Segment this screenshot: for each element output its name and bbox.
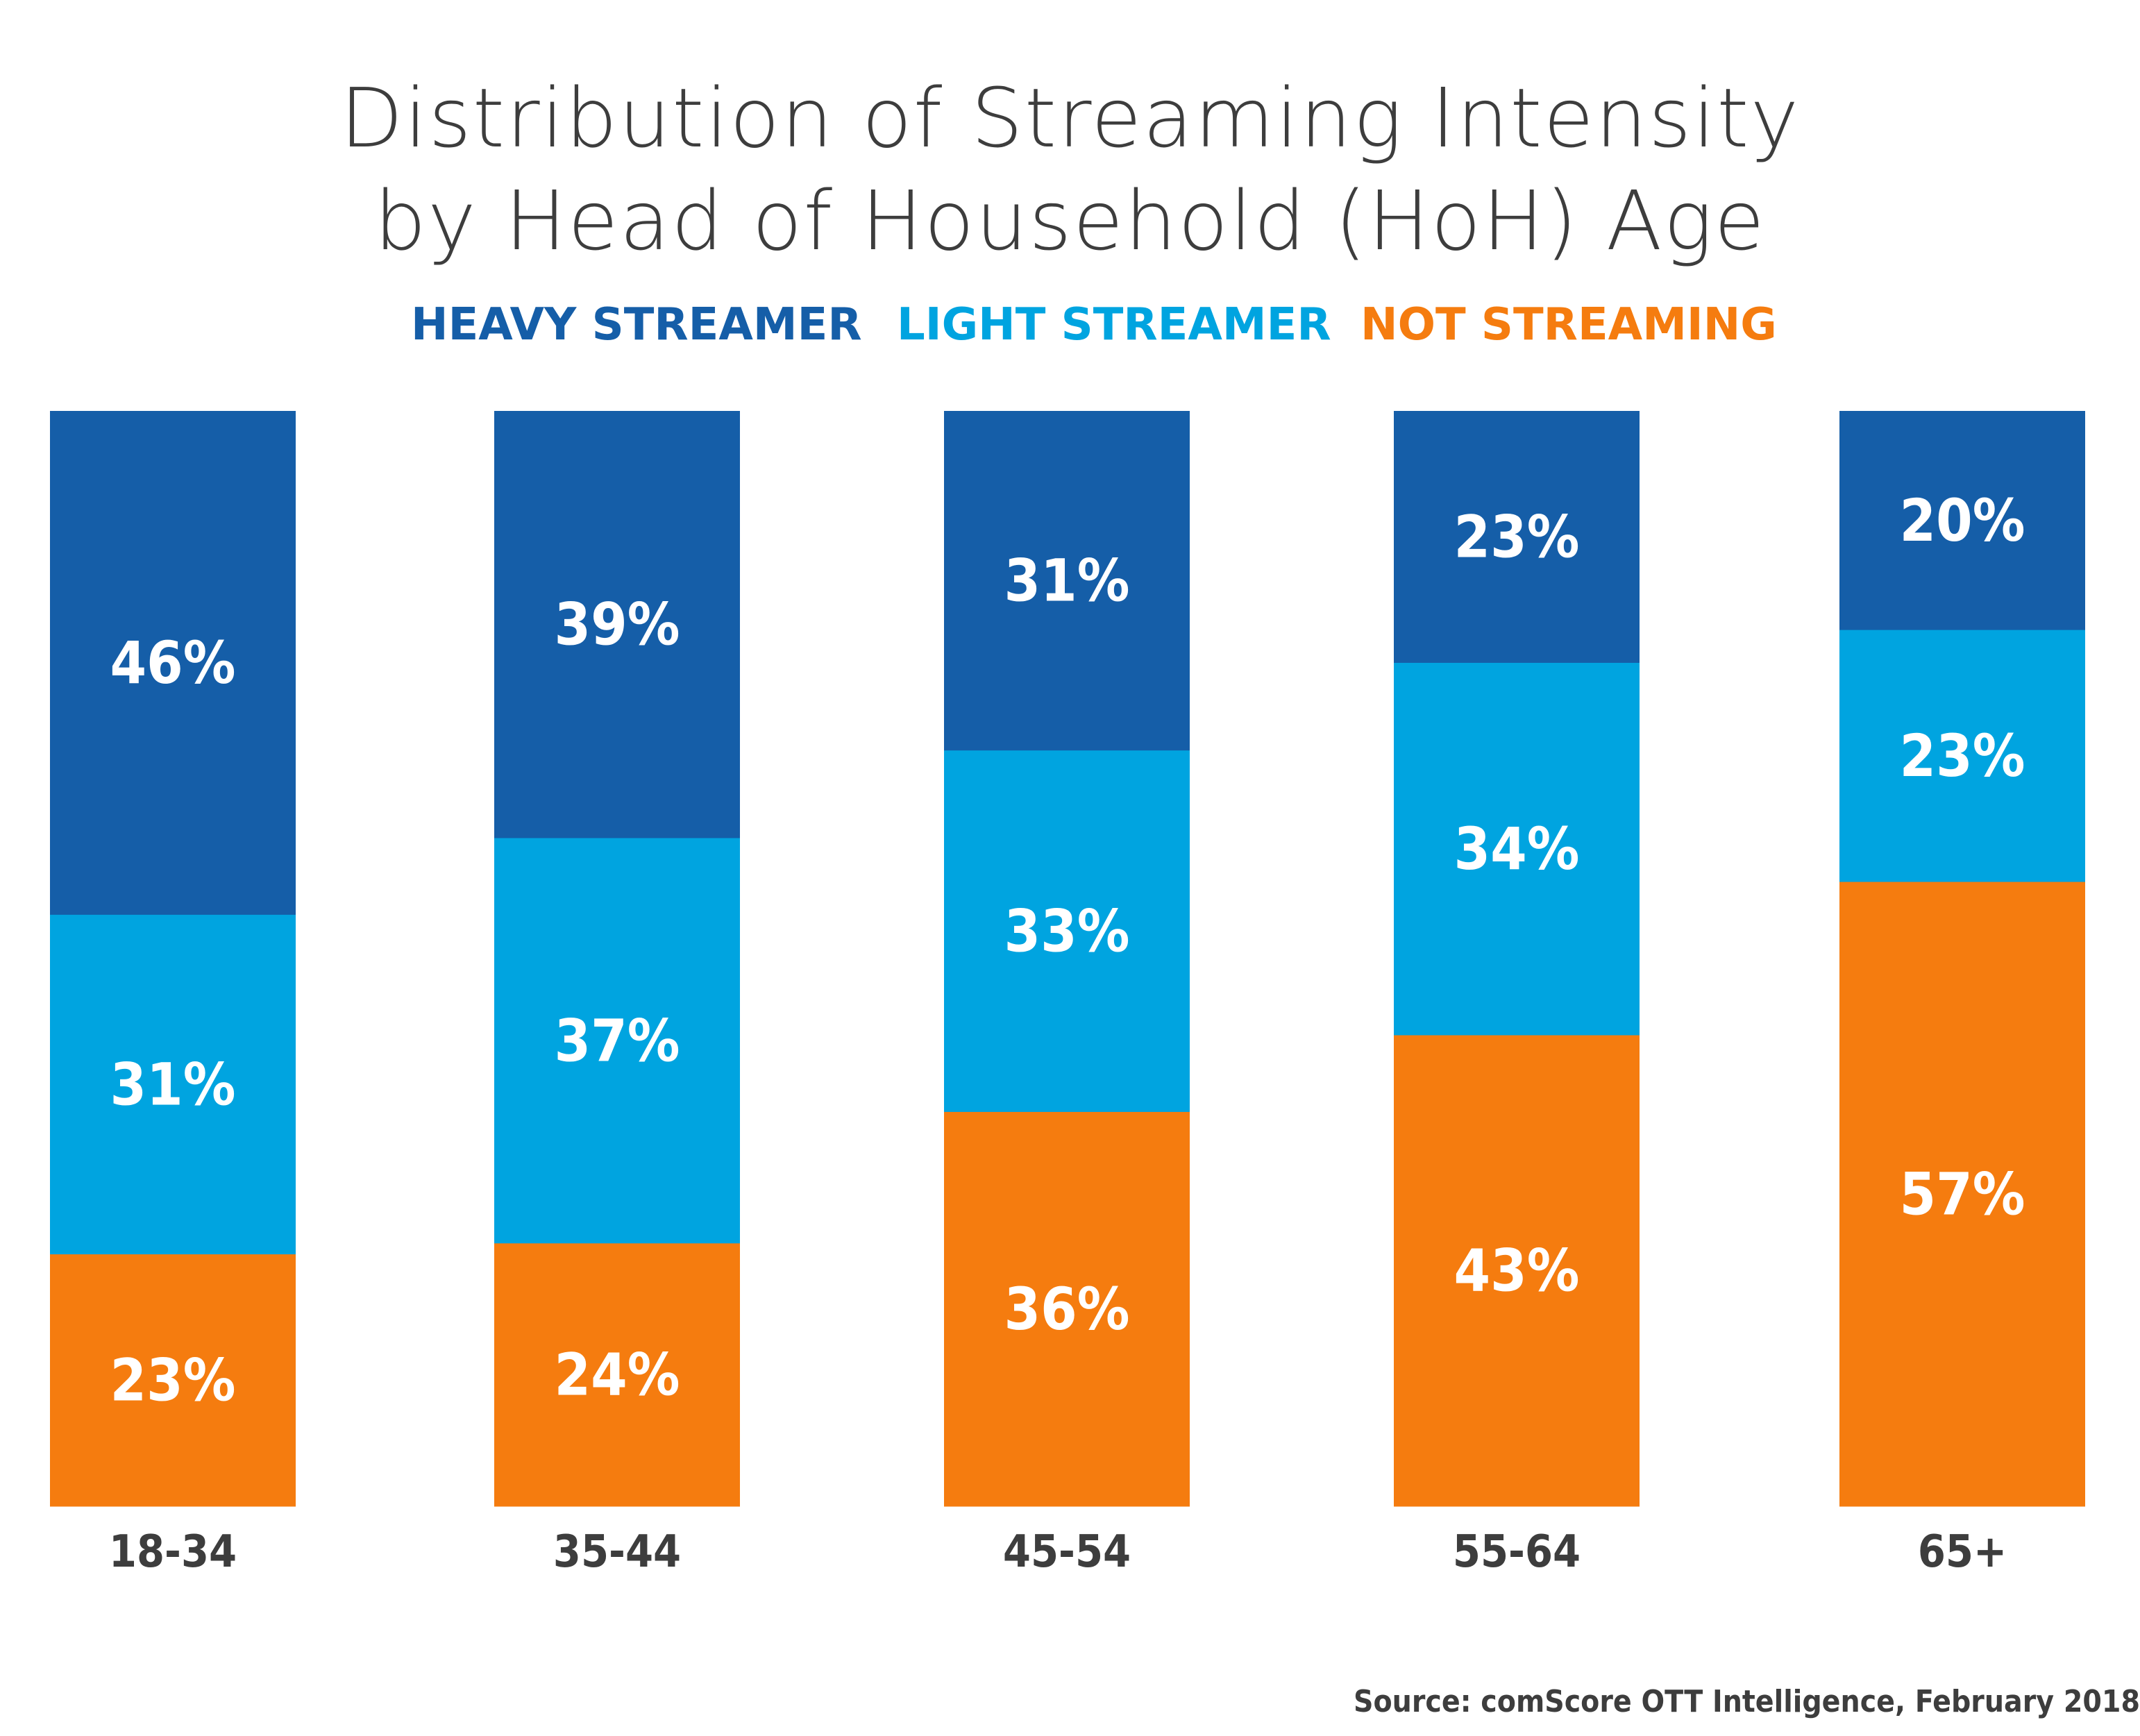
bar-segment-65-light-streamer — [1839, 630, 2085, 883]
bar-segment-18-34-not-streaming — [50, 1254, 296, 1507]
bar-segment-35-44-light-streamer — [494, 838, 740, 1244]
data-label-45-54-light-streamer: 33% — [1004, 898, 1130, 966]
chart-title: Distribution of Streaming Intensity by H… — [0, 67, 2140, 272]
bar-segment-35-44-heavy-streamer — [494, 411, 740, 838]
bar-segment-45-54-heavy-streamer — [944, 411, 1190, 751]
source-note: Source: comScore OTT Intelligence, Febru… — [1353, 1684, 2140, 1719]
data-label-18-34-not-streaming: 23% — [110, 1347, 236, 1415]
x-tick-label-55-64: 55-64 — [1453, 1526, 1581, 1578]
bar-segment-35-44-not-streaming — [494, 1243, 740, 1507]
x-tick-label-18-34: 18-34 — [109, 1526, 237, 1578]
bar-segment-18-34-light-streamer — [50, 914, 296, 1255]
bar-segment-65-heavy-streamer — [1839, 411, 2085, 631]
data-label-55-64-not-streaming: 43% — [1454, 1237, 1580, 1305]
data-label-55-64-light-streamer: 34% — [1454, 815, 1580, 883]
data-label-65-heavy-streamer: 20% — [1900, 487, 2025, 555]
x-tick-label-65: 65+ — [1918, 1526, 2007, 1578]
data-label-45-54-not-streaming: 36% — [1004, 1275, 1130, 1343]
bar-segment-65-not-streaming — [1839, 882, 2085, 1507]
data-label-65-not-streaming: 57% — [1900, 1160, 2025, 1228]
chart-title-line-1: Distribution of Streaming Intensity — [339, 70, 1801, 166]
legend-not-streaming: NOT STREAMING — [1360, 299, 1777, 351]
bar-segment-55-64-heavy-streamer — [1394, 411, 1640, 664]
data-label-18-34-heavy-streamer: 46% — [110, 629, 236, 697]
data-label-35-44-heavy-streamer: 39% — [555, 591, 680, 659]
legend-heavy-streamer: HEAVY STREAMER — [411, 299, 862, 351]
data-label-55-64-heavy-streamer: 23% — [1454, 503, 1580, 571]
bar-segment-55-64-not-streaming — [1394, 1035, 1640, 1507]
x-tick-label-35-44: 35-44 — [553, 1526, 681, 1578]
chart-title-line-2: by Head of Household (HoH) Age — [374, 173, 1766, 269]
legend-light-streamer: LIGHT STREAMER — [897, 299, 1331, 351]
data-label-65-light-streamer: 23% — [1900, 722, 2025, 790]
data-label-45-54-heavy-streamer: 31% — [1004, 547, 1130, 615]
data-label-35-44-light-streamer: 37% — [555, 1006, 680, 1075]
bar-segment-45-54-light-streamer — [944, 750, 1190, 1113]
bar-segment-55-64-light-streamer — [1394, 662, 1640, 1036]
x-tick-label-45-54: 45-54 — [1003, 1526, 1131, 1578]
data-label-18-34-light-streamer: 31% — [110, 1050, 236, 1118]
bar-segment-45-54-not-streaming — [944, 1111, 1190, 1507]
data-label-35-44-not-streaming: 24% — [555, 1341, 680, 1409]
bar-segment-18-34-heavy-streamer — [50, 411, 296, 916]
